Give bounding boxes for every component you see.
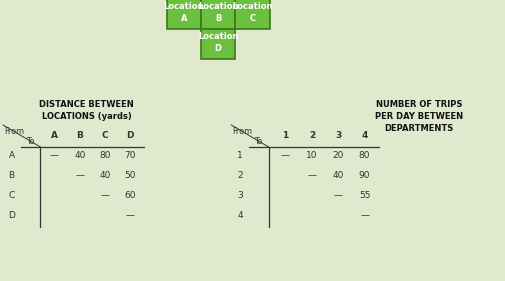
Text: 40: 40 [74,151,85,160]
FancyBboxPatch shape [235,0,270,28]
Text: 90: 90 [359,171,370,180]
Text: —: — [100,191,110,201]
Text: —: — [334,191,343,201]
Text: Location
C: Location C [232,2,273,23]
Text: DISTANCE BETWEEN
LOCATIONS (yards): DISTANCE BETWEEN LOCATIONS (yards) [39,100,134,121]
Text: A: A [9,151,15,160]
FancyBboxPatch shape [201,28,235,58]
Text: 4: 4 [362,132,368,140]
Text: 40: 40 [333,171,344,180]
Text: —: — [281,151,290,160]
Text: Location
A: Location A [164,2,204,23]
Text: 3: 3 [237,191,243,201]
Text: —: — [360,212,369,221]
Text: —: — [50,151,59,160]
Text: NUMBER OF TRIPS
PER DAY BETWEEN
DEPARTMENTS: NUMBER OF TRIPS PER DAY BETWEEN DEPARTME… [375,100,463,133]
Text: To: To [255,137,263,146]
Text: 1: 1 [282,132,288,140]
Text: —: — [75,171,84,180]
Text: —: — [308,171,317,180]
Text: 80: 80 [359,151,370,160]
Text: B: B [76,132,83,140]
Text: B: B [9,171,15,180]
Text: From: From [232,126,252,135]
Text: 70: 70 [125,151,136,160]
Text: 80: 80 [99,151,111,160]
Text: From: From [4,126,24,135]
Text: 55: 55 [359,191,370,201]
Text: D: D [8,212,15,221]
FancyBboxPatch shape [201,0,235,28]
Text: 2: 2 [309,132,315,140]
Text: 50: 50 [125,171,136,180]
Text: 2: 2 [237,171,243,180]
Text: 4: 4 [237,212,243,221]
Text: D: D [127,132,134,140]
Text: Location
D: Location D [198,32,238,53]
Text: 3: 3 [335,132,341,140]
Text: Location
B: Location B [198,2,238,23]
Text: To: To [26,137,35,146]
Text: 10: 10 [307,151,318,160]
Text: 1: 1 [237,151,243,160]
FancyBboxPatch shape [167,0,201,28]
Text: C: C [9,191,15,201]
Text: A: A [51,132,58,140]
Text: 40: 40 [99,171,111,180]
Text: 20: 20 [333,151,344,160]
Text: —: — [126,212,135,221]
Text: C: C [102,132,109,140]
Text: 60: 60 [125,191,136,201]
